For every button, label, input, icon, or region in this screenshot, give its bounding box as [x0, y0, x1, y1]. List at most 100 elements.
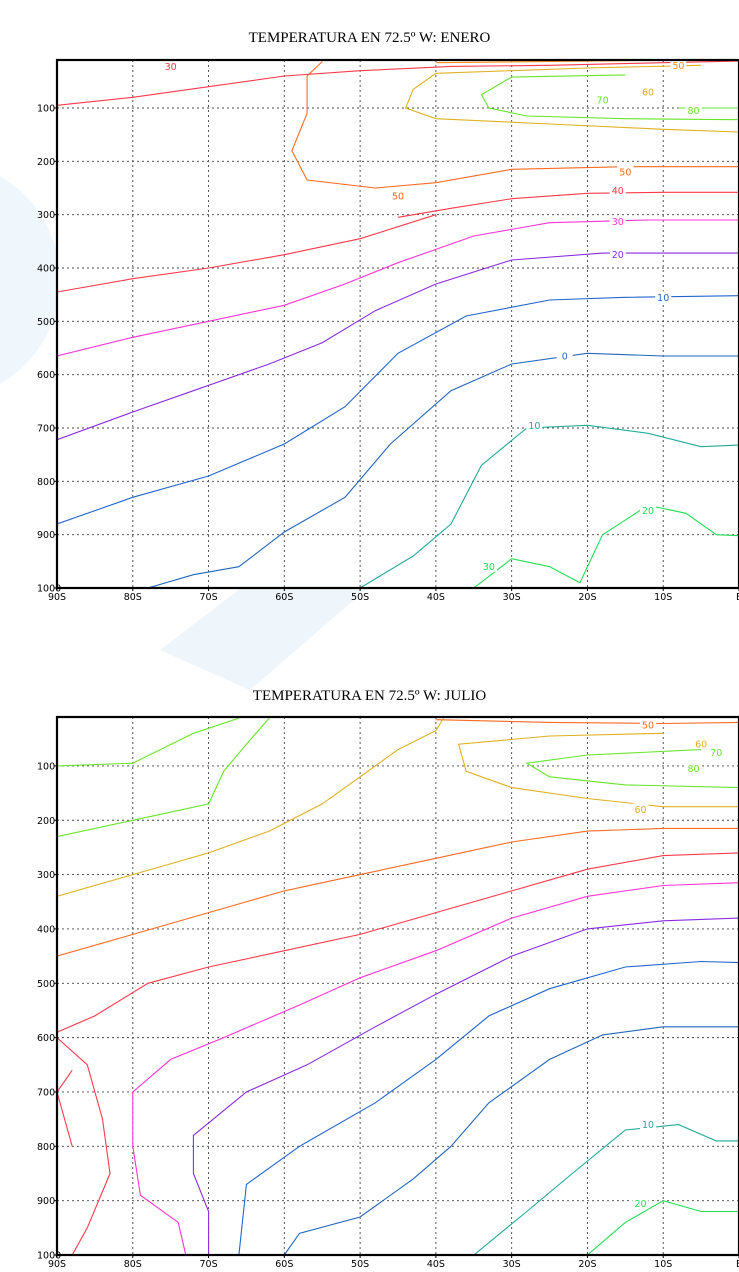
contour-label: 60 [642, 88, 654, 99]
contour-line-40 [397, 191, 739, 218]
y-tick-label: 500 [37, 317, 55, 328]
x-tick-label: 80S [124, 1259, 142, 1270]
x-tick-label: 80S [124, 592, 142, 603]
contour-label-bg [609, 248, 626, 260]
chart-panel-enero: TEMPERATURA EN 72.5º W: ENERO 50 60 70 80 50… [0, 0, 739, 603]
contour-label: 10 [642, 1120, 654, 1131]
contour-label: 20 [612, 250, 624, 261]
contour-label: 60 [695, 740, 707, 751]
x-tick-label: 20S [578, 1259, 596, 1270]
contour-label-bg [640, 1118, 657, 1130]
x-tick-label: 70S [199, 592, 217, 603]
contour-label-bg [640, 504, 657, 516]
x-tick-label: 50S [351, 1259, 369, 1270]
contour-line-70 [480, 74, 739, 121]
plot-area [57, 717, 739, 1255]
contour-label: 30 [165, 62, 177, 73]
contour-label-bg [685, 104, 702, 116]
y-tick-label: 700 [37, 1087, 55, 1098]
contour-label: 30 [612, 217, 624, 228]
contour-line-60 [457, 732, 739, 808]
contour-label-bg [640, 86, 657, 97]
contour-label: 10 [657, 293, 669, 304]
contour-label: 50 [619, 168, 631, 179]
contour-label: 50 [642, 721, 654, 732]
y-tick-label: 400 [37, 264, 55, 275]
contour-label-bg [640, 719, 657, 731]
plot-area [57, 60, 739, 588]
y-tick-label: 300 [37, 870, 55, 881]
y-tick-label: 900 [37, 530, 55, 541]
contour-line-50 [57, 214, 437, 293]
y-tick-label: 600 [37, 1033, 55, 1044]
x-tick-label: E [736, 592, 739, 603]
contour-line-10 [238, 960, 739, 1255]
contour-line-70 [525, 749, 739, 789]
contour-line-0 [147, 352, 739, 588]
contour-label-bg [632, 803, 649, 815]
contour-line-40 [57, 717, 444, 897]
contour-line-20 [57, 717, 240, 767]
contour-label: 10 [528, 421, 540, 432]
contour-line-20 [587, 1200, 739, 1255]
contour-line-20 [57, 252, 739, 441]
contour-line-30 [57, 717, 270, 838]
chart-title: TEMPERATURA EN 72.5º W: ENERO [248, 30, 491, 46]
y-tick-label: 500 [37, 979, 55, 990]
x-tick-label: 10S [654, 1259, 672, 1270]
contour-line-10 [57, 295, 739, 525]
y-tick-label: 100 [37, 761, 55, 772]
contour-label: 30 [483, 562, 495, 573]
contour-label: 50 [392, 192, 404, 203]
contour-line-10 [473, 1124, 739, 1255]
x-tick-label: 90S [48, 592, 66, 603]
y-tick-label: 200 [37, 157, 55, 168]
contour-label-bg [594, 94, 611, 105]
contour-label: 40 [612, 186, 624, 197]
contour-line-30 [132, 882, 739, 1255]
contour-label: 70 [710, 748, 722, 759]
y-tick-label: 300 [37, 210, 55, 221]
contour-label-bg [693, 738, 710, 750]
x-tick-label: 30S [503, 1259, 521, 1270]
x-tick-label: 70S [199, 1259, 217, 1270]
contour-label: 80 [687, 764, 699, 775]
x-tick-label: E [736, 1259, 739, 1270]
contour-label: 60 [634, 805, 646, 816]
contour-line-30 [57, 219, 739, 357]
contour-label-bg [480, 560, 497, 572]
contour-label: 0 [562, 352, 568, 363]
contour-label: 20 [642, 506, 654, 517]
y-tick-label: 1000 [37, 584, 61, 595]
contour-label-bg [390, 190, 406, 201]
contour-line-50 [435, 719, 739, 725]
y-tick-label: 1000 [37, 1251, 61, 1262]
contour-line-20 [473, 504, 739, 588]
contour-label-bg [670, 60, 687, 71]
contour-label: 20 [634, 1199, 646, 1210]
y-tick-label: 400 [37, 924, 55, 935]
y-tick-label: 600 [37, 370, 55, 381]
contour-label-bg [632, 1197, 649, 1209]
contour-label-bg [708, 746, 725, 758]
contour-label-bg [655, 291, 672, 303]
contour-line-0 [283, 1026, 739, 1255]
contour-line-50 [291, 61, 739, 189]
contour-label-bg [556, 350, 573, 361]
contour-line-60 [57, 852, 739, 1033]
y-tick-label: 700 [37, 424, 55, 435]
contour-label-bg [609, 215, 626, 227]
contour-label: 80 [687, 106, 699, 117]
x-tick-label: 10S [654, 592, 672, 603]
x-tick-label: 60S [275, 592, 293, 603]
x-tick-label: 40S [427, 592, 445, 603]
plot-frame [55, 715, 739, 1257]
x-tick-label: 30S [503, 592, 521, 603]
plot-frame [55, 58, 739, 590]
contour-label-bg [685, 762, 702, 774]
contour-line-40 [57, 60, 739, 106]
chart-title: TEMPERATURA EN 72.5º W: JULIO [252, 688, 487, 704]
contour-label: 50 [672, 61, 684, 72]
x-tick-label: 40S [427, 1259, 445, 1270]
